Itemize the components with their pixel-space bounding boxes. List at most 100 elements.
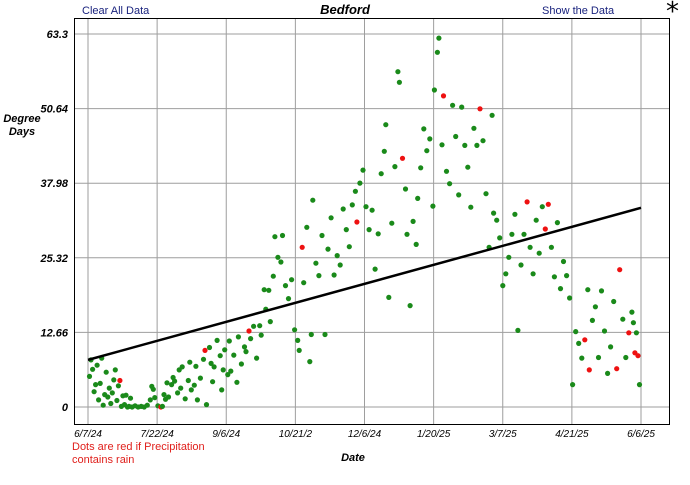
rain-data-point [299, 244, 305, 250]
data-point [468, 204, 474, 210]
y-axis-ticks: 0 12.66 25.32 37.98 50.64 63.3 [39, 29, 68, 414]
data-point [106, 385, 112, 391]
data-point [124, 404, 131, 410]
data-point [141, 404, 147, 410]
data-point [554, 220, 561, 226]
chart-grid [74, 18, 670, 425]
data-point [375, 231, 381, 237]
data-point [548, 244, 555, 250]
data-point [150, 386, 156, 392]
rain-data-point [524, 199, 530, 205]
data-point [263, 306, 269, 312]
data-point [90, 366, 96, 372]
data-point [608, 344, 614, 350]
data-point [413, 241, 419, 247]
data-point [112, 367, 118, 373]
data-point [217, 353, 223, 359]
data-point [334, 253, 340, 259]
y-axis-label-line2: Days [9, 126, 35, 138]
data-point [210, 379, 216, 385]
data-point [176, 367, 182, 373]
data-point [310, 197, 316, 203]
data-point [96, 397, 102, 403]
show-the-data-link[interactable]: Show the Data [542, 5, 615, 17]
x-axis-label: Date [341, 452, 365, 464]
data-point [214, 337, 220, 343]
data-point [633, 330, 640, 336]
data-point [410, 218, 416, 224]
data-point [114, 397, 120, 404]
data-point [319, 232, 325, 239]
data-point [337, 262, 343, 268]
data-point [431, 87, 437, 93]
y-tick-label: 25.32 [39, 253, 68, 265]
data-point [589, 317, 596, 323]
data-point [206, 344, 213, 351]
data-point [515, 327, 521, 333]
data-point [601, 328, 608, 334]
rain-data-point [617, 267, 623, 273]
data-point [436, 35, 442, 41]
clear-all-data-link[interactable]: Clear All Data [82, 5, 150, 17]
data-point [418, 165, 424, 171]
data-point [208, 360, 214, 366]
data-point [275, 254, 281, 260]
data-point [486, 244, 492, 250]
x-tick-label: 10/21/2 [279, 429, 313, 440]
data-point [349, 202, 355, 208]
data-point [421, 126, 427, 132]
data-point [152, 395, 158, 401]
data-point [576, 340, 582, 346]
rain-data-point [614, 366, 620, 372]
data-point [313, 260, 319, 266]
data-point [453, 133, 459, 140]
data-point [138, 403, 144, 409]
data-point [161, 392, 167, 398]
data-point [573, 329, 579, 335]
data-point [103, 369, 109, 375]
data-point [235, 334, 241, 340]
data-point [258, 332, 264, 338]
data-point [331, 272, 337, 278]
data-point [381, 148, 387, 154]
data-point [278, 259, 284, 265]
data-point [144, 402, 150, 408]
rain-data-point [542, 226, 548, 232]
data-point [248, 336, 254, 342]
data-point [518, 262, 524, 268]
rain-data-point [477, 106, 483, 112]
rain-data-point [202, 347, 208, 353]
chart-title: Bedford [320, 2, 370, 17]
data-point [197, 375, 203, 381]
x-tick-label: 6/7/24 [74, 429, 102, 440]
data-point [93, 382, 99, 388]
data-point [225, 372, 231, 378]
data-point [97, 380, 103, 386]
data-point [304, 224, 310, 230]
data-point [164, 380, 170, 386]
y-tick-label: 37.98 [40, 178, 68, 190]
data-point [592, 304, 599, 310]
asterisk-menu-icon[interactable]: * [666, 0, 679, 27]
data-point [296, 347, 302, 353]
data-point [267, 319, 273, 325]
y-tick-label: 50.64 [40, 104, 68, 116]
data-point [282, 283, 289, 289]
data-point [328, 215, 334, 221]
data-point [149, 383, 155, 389]
data-point [407, 303, 413, 309]
data-points [86, 35, 643, 410]
x-tick-label: 4/21/25 [555, 429, 589, 440]
data-point [254, 355, 260, 361]
data-point [494, 217, 500, 223]
data-point [434, 49, 440, 55]
data-point [497, 235, 503, 241]
data-point [135, 404, 141, 410]
data-point [360, 167, 366, 173]
data-point [564, 273, 570, 279]
data-point [424, 148, 430, 154]
data-point [111, 377, 117, 383]
data-point [402, 186, 409, 192]
data-point [551, 274, 558, 280]
data-point [346, 244, 352, 250]
